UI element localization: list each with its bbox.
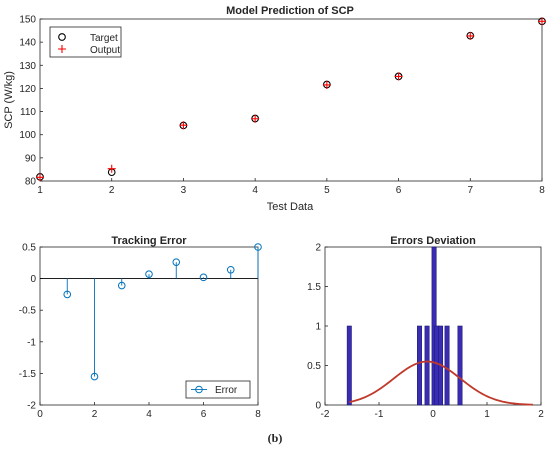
output-point [251, 114, 260, 123]
bl-chart-title: Tracking Error [111, 235, 187, 247]
legend-output-label: Output [90, 45, 120, 56]
bl-chart-x-tick-label: 2 [92, 409, 98, 420]
top-chart-y-tick-label: 150 [19, 15, 36, 26]
top-chart-x-tick-label: 2 [109, 185, 115, 196]
top-chart-xlabel: Test Data [267, 201, 314, 213]
legend-error-marker [195, 385, 203, 394]
bl-chart-y-tick-label: -0.5 [19, 306, 37, 317]
br-chart-y-tick-label: 1 [315, 322, 321, 333]
br-chart-y-tick-label: 0 [315, 401, 321, 412]
top-chart-x-tick-label: 5 [324, 185, 330, 196]
bl-chart-x-tick-label: 6 [201, 409, 207, 420]
top-chart-x-tick-label: 7 [468, 185, 474, 196]
bl-chart-y-tick-label: -2 [27, 401, 36, 412]
top-chart-y-tick-label: 80 [25, 177, 37, 188]
error-point [145, 270, 153, 278]
top-chart-frame [39, 18, 543, 182]
top-chart-x-tick-label: 1 [37, 185, 43, 196]
top-chart-x-tick-label: 3 [181, 185, 187, 196]
histogram-bar [346, 325, 352, 406]
top-chart-marks [36, 17, 546, 182]
legend-target-label: Target [90, 33, 118, 44]
top-chart-x-tick-label: 6 [396, 185, 402, 196]
error-point [90, 372, 99, 381]
br-chart-title: Errors Deviation [390, 235, 476, 247]
br-chart-y-tick-label: 0.5 [307, 361, 321, 372]
br-chart-x-tick-label: -1 [375, 409, 384, 420]
legend-box [185, 380, 251, 399]
output-point [179, 121, 188, 130]
output-point [538, 17, 546, 26]
bl-chart-y-tick-label: -1.5 [19, 369, 37, 380]
bl-chart-y-tick-label: -1 [27, 337, 36, 348]
legend-target-marker [58, 33, 66, 41]
top-chart-y-tick-label: 120 [19, 84, 36, 95]
histogram-bar [444, 325, 450, 406]
error-point [226, 265, 235, 274]
histogram-bar [417, 325, 422, 406]
br-chart-x-tick-label: 2 [538, 409, 544, 420]
error-point [117, 281, 126, 290]
top-chart-y-tick-label: 140 [19, 38, 36, 49]
br-chart-marks [346, 246, 533, 406]
normal-fit-curve [349, 360, 533, 406]
top-chart-x-ticks: 1 2 3 4 5 6 7 8 [37, 178, 545, 196]
br-chart-y-ticks: 2 1.5 1 0.5 0 [307, 243, 328, 412]
output-point [322, 80, 331, 89]
histogram-bar [457, 325, 463, 406]
tracking-error-chart: Tracking Error 0 2 4 6 8 0.5 0 -0.5 -1 -1.5 -2 Er… [19, 235, 262, 420]
top-chart-y-tick-label: 130 [19, 61, 36, 72]
histogram-bar [424, 325, 430, 406]
bl-chart-legend: Error [185, 380, 251, 399]
top-chart-title: Model Prediction of SCP [226, 5, 354, 17]
output-point [36, 173, 44, 182]
bl-chart-y-tick-label: 0.5 [22, 243, 36, 254]
top-chart-x-tick-label: 4 [252, 185, 258, 196]
output-point [466, 31, 475, 40]
bl-chart-x-tick-label: 0 [37, 409, 43, 420]
bl-chart-x-tick-label: 4 [146, 409, 152, 420]
legend-error-label: Error [215, 385, 238, 396]
legend-output-marker [58, 45, 66, 53]
bl-chart-y-tick-label: 0 [30, 274, 36, 285]
br-chart-x-tick-label: 0 [430, 409, 436, 420]
error-point [254, 243, 262, 251]
scp-prediction-chart: Model Prediction of SCP Test Data SCP (W… [3, 5, 546, 213]
top-chart-y-tick-label: 100 [19, 130, 36, 141]
br-chart-x-tick-label: -2 [321, 409, 330, 420]
output-point [394, 72, 403, 81]
errors-deviation-chart: Errors Deviation -2 -1 0 1 2 2 1.5 1 0.5 0 [307, 235, 544, 420]
error-point [172, 258, 181, 266]
br-chart-y-tick-label: 2 [315, 243, 321, 254]
br-chart-x-tick-label: 1 [484, 409, 490, 420]
top-chart-ylabel: SCP (W/kg) [3, 71, 15, 129]
top-chart-x-tick-label: 8 [539, 185, 545, 196]
error-point [199, 273, 208, 282]
error-point [63, 290, 72, 299]
output-point [107, 164, 116, 173]
top-chart-y-tick-label: 110 [20, 107, 36, 118]
br-chart-y-tick-label: 1.5 [307, 282, 321, 293]
top-chart-legend: Target Output [49, 26, 122, 58]
figure-caption: (b) [268, 431, 283, 445]
bl-chart-x-ticks: 0 2 4 6 8 [37, 402, 261, 420]
top-chart-y-tick-label: 90 [25, 153, 37, 164]
bl-chart-x-tick-label: 8 [255, 409, 261, 420]
top-chart-y-ticks: 80 90 100 110 120 130 140 150 [19, 15, 43, 188]
bl-chart-marks [40, 243, 262, 381]
bl-chart-y-ticks: 0.5 0 -0.5 -1 -1.5 -2 [19, 243, 43, 412]
